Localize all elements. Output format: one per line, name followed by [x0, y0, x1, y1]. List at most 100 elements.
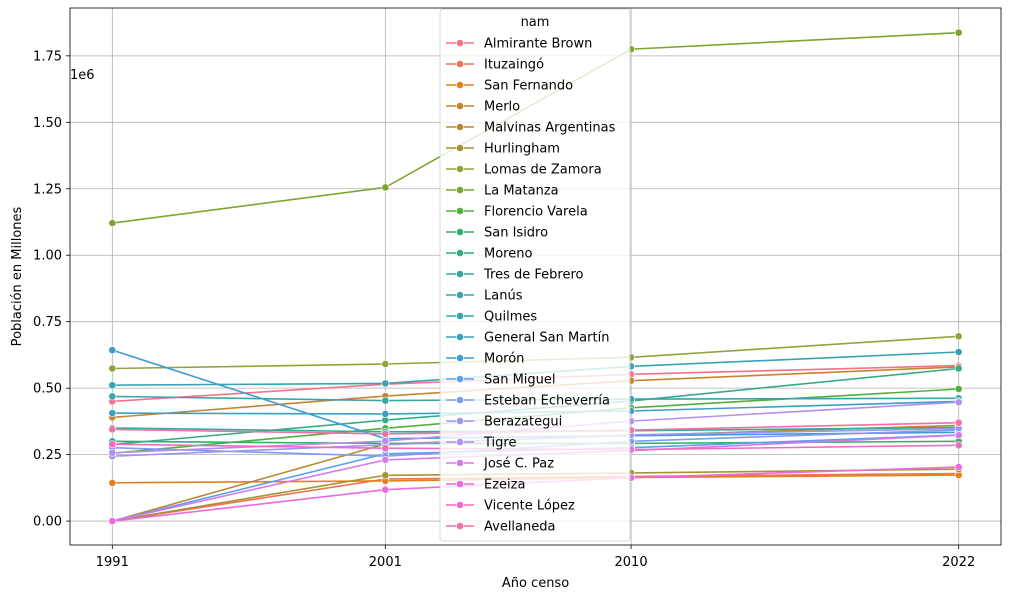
data-point [954, 441, 963, 450]
data-point [108, 364, 117, 373]
legend-marker [456, 60, 464, 68]
legend-marker [456, 123, 464, 131]
data-point [381, 379, 390, 388]
legend-marker [456, 249, 464, 257]
legend-marker [456, 81, 464, 89]
legend-marker [456, 480, 464, 488]
legend-label: Tres de Febrero [483, 268, 584, 283]
y-tick-label: 0.00 [33, 515, 62, 530]
data-point [381, 444, 390, 453]
y-tick-label: 0.75 [33, 315, 62, 330]
data-point [381, 183, 390, 192]
legend: nam Almirante Brown Ituzaingó San Fernando M… [439, 8, 631, 542]
data-point [954, 332, 963, 341]
data-point [108, 219, 117, 227]
legend-marker [456, 417, 464, 425]
legend-item: Avellaneda [446, 520, 555, 535]
x-axis-label: Año censo [502, 576, 569, 591]
legend-marker [456, 522, 464, 530]
x-tick-label: 2022 [942, 555, 975, 570]
data-point [954, 385, 963, 393]
y-tick-label: 1.00 [33, 249, 62, 264]
x-tick-label: 2001 [369, 555, 402, 570]
legend-marker [456, 396, 464, 404]
data-point [381, 396, 390, 405]
data-point [108, 409, 117, 418]
legend-item: Malvinas Argentinas [446, 121, 616, 136]
data-point [108, 381, 117, 390]
legend-label: San Miguel [484, 373, 556, 388]
legend-item: Ezeiza [446, 478, 525, 493]
legend-label: Vicente López [484, 499, 575, 514]
legend-label: Moreno [484, 247, 532, 262]
legend-label: Merlo [484, 100, 520, 115]
legend-marker [456, 39, 464, 47]
legend-label: Florencio Varela [484, 205, 588, 220]
y-axis-label: Población en Millones [10, 206, 25, 346]
data-point [954, 364, 963, 373]
y-axis: 0.00 0.25 0.50 0.75 1.00 1.25 1.50 1.75 [33, 49, 70, 530]
data-point [954, 348, 963, 356]
y-tick-label: 1.75 [33, 49, 62, 64]
data-point [108, 517, 117, 525]
data-point [108, 425, 117, 434]
legend-item: Quilmes [446, 310, 537, 325]
legend-item: Tigre [446, 436, 516, 451]
y-tick-label: 1.25 [33, 182, 62, 197]
plot-frame [69, 7, 1002, 546]
y-tick-label: 0.25 [33, 448, 62, 463]
legend-marker [456, 291, 464, 299]
legend-item: Ituzaingó [446, 58, 544, 73]
legend-marker [456, 144, 464, 152]
data-point [954, 398, 963, 407]
data-point [381, 456, 390, 464]
x-tick-label: 2010 [615, 555, 648, 570]
y-tick-label: 1.50 [33, 116, 62, 131]
legend-item: La Matanza [446, 184, 559, 199]
legend-item: Lomas de Zamora [446, 163, 602, 178]
legend-marker [456, 186, 464, 194]
legend-label: Avellaneda [484, 520, 555, 535]
legend-item: Berazategui [446, 415, 562, 430]
legend-item: Morón [446, 352, 524, 367]
legend-marker [456, 228, 464, 236]
legend-label: Esteban Echeverría [484, 394, 610, 409]
plot-border [69, 7, 1002, 546]
legend-marker [456, 207, 464, 215]
legend-item: Lanús [446, 289, 523, 304]
legend-marker [456, 438, 464, 446]
y-tick-label: 0.50 [33, 382, 62, 397]
legend-label: José C. Paz [483, 457, 554, 472]
legend-marker [456, 375, 464, 383]
legend-label: Malvinas Argentinas [484, 121, 616, 136]
data-point [381, 471, 390, 480]
legend-label: Berazategui [484, 415, 562, 430]
data-point [954, 418, 963, 427]
data-point [381, 429, 390, 438]
data-point [108, 448, 117, 457]
data-point [954, 431, 963, 440]
legend-label: San Isidro [484, 226, 548, 241]
legend-item: Tres de Febrero [446, 268, 584, 283]
legend-label: Lomas de Zamora [484, 163, 602, 178]
legend-item: San Fernando [446, 79, 573, 94]
x-tick-label: 1991 [96, 555, 129, 570]
legend-item: General San Martín [446, 331, 609, 346]
legend-box [439, 8, 631, 542]
legend-marker [456, 270, 464, 278]
legend-marker [456, 312, 464, 320]
legend-label: Almirante Brown [484, 37, 592, 52]
data-point [381, 360, 390, 368]
legend-marker [456, 102, 464, 110]
legend-item: Florencio Varela [446, 205, 588, 220]
data-point [381, 410, 390, 418]
legend-marker [456, 354, 464, 362]
data-point [108, 346, 117, 355]
x-axis: 1991 2001 2010 2022 [96, 545, 975, 570]
legend-title: nam [521, 15, 550, 30]
data-point [381, 437, 390, 445]
legend-marker [456, 165, 464, 173]
legend-label: Hurlingham [484, 142, 560, 157]
legend-marker [456, 459, 464, 467]
